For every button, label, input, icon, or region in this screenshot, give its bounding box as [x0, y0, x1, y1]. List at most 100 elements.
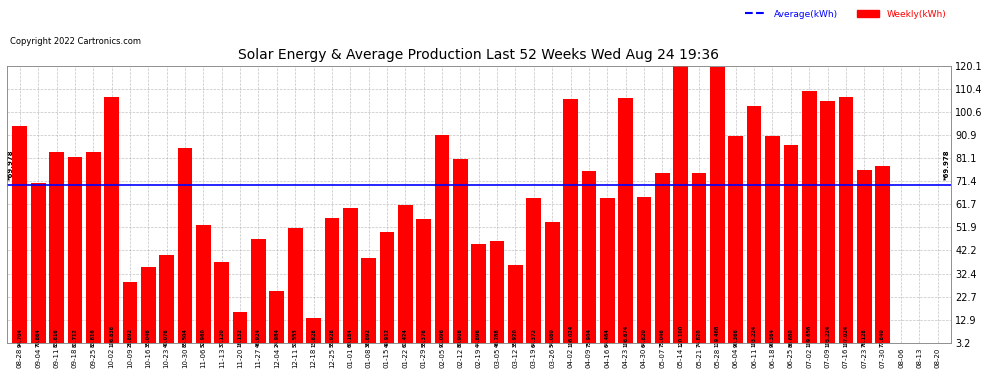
Bar: [490, 241, 505, 350]
Text: 106.836: 106.836: [109, 325, 114, 347]
Text: 85.504: 85.504: [182, 328, 187, 347]
Bar: [343, 208, 357, 350]
Text: 120.100: 120.100: [678, 325, 683, 347]
Text: 103.224: 103.224: [751, 325, 756, 347]
Text: 90.364: 90.364: [770, 328, 775, 347]
Text: 107.024: 107.024: [843, 325, 848, 347]
Text: 38.892: 38.892: [366, 328, 371, 347]
Text: 51.553: 51.553: [293, 328, 298, 347]
Text: *69.978: *69.978: [943, 149, 949, 180]
Bar: [123, 282, 138, 350]
Text: 106.674: 106.674: [623, 325, 628, 347]
Bar: [581, 171, 596, 350]
Text: 35.920: 35.920: [513, 328, 518, 347]
Bar: [655, 172, 669, 350]
Bar: [50, 152, 64, 350]
Text: 16.132: 16.132: [238, 328, 243, 347]
Bar: [251, 239, 265, 350]
Title: Solar Energy & Average Production Last 52 Weeks Wed Aug 24 19:36: Solar Energy & Average Production Last 5…: [239, 48, 720, 62]
Bar: [435, 135, 449, 350]
Text: 24.984: 24.984: [274, 328, 279, 347]
Legend: Average(kWh), Weekly(kWh): Average(kWh), Weekly(kWh): [744, 10, 946, 19]
Bar: [692, 173, 707, 350]
Text: 49.912: 49.912: [384, 328, 389, 347]
Bar: [141, 267, 155, 350]
Bar: [196, 225, 211, 350]
Bar: [875, 166, 890, 350]
Text: 64.372: 64.372: [532, 328, 537, 347]
Text: 60.184: 60.184: [347, 328, 352, 347]
Text: 81.712: 81.712: [72, 328, 77, 347]
Bar: [177, 148, 192, 350]
Text: 55.928: 55.928: [330, 328, 335, 347]
Bar: [13, 126, 27, 350]
Bar: [215, 262, 229, 350]
Bar: [159, 255, 174, 350]
Bar: [233, 312, 248, 350]
Text: 40.076: 40.076: [164, 328, 169, 347]
Bar: [857, 170, 871, 350]
Text: 28.892: 28.892: [128, 328, 133, 347]
Bar: [783, 145, 798, 350]
Text: 109.656: 109.656: [807, 324, 812, 347]
Text: 105.224: 105.224: [825, 325, 830, 347]
Bar: [67, 157, 82, 350]
Bar: [637, 197, 651, 350]
Bar: [544, 222, 559, 350]
Bar: [821, 101, 835, 350]
Bar: [471, 244, 486, 350]
Text: 64.820: 64.820: [642, 328, 646, 347]
Text: 13.828: 13.828: [311, 328, 316, 347]
Bar: [417, 219, 431, 350]
Text: *69.978: *69.978: [8, 149, 14, 180]
Text: 64.464: 64.464: [605, 328, 610, 347]
Bar: [379, 232, 394, 350]
Bar: [104, 98, 119, 350]
Text: 44.896: 44.896: [476, 328, 481, 347]
Text: 77.840: 77.840: [880, 328, 885, 347]
Bar: [31, 183, 46, 350]
Text: 46.924: 46.924: [256, 328, 261, 347]
Text: 119.468: 119.468: [715, 324, 720, 347]
Bar: [361, 258, 376, 350]
Text: 76.128: 76.128: [861, 328, 867, 347]
Bar: [398, 205, 413, 350]
Bar: [325, 218, 340, 350]
Bar: [600, 198, 615, 350]
Bar: [619, 98, 633, 350]
Text: 106.024: 106.024: [568, 325, 573, 347]
Text: 52.960: 52.960: [201, 328, 206, 347]
Bar: [673, 66, 688, 350]
Text: 46.288: 46.288: [495, 328, 500, 347]
Text: 91.096: 91.096: [440, 328, 445, 347]
Bar: [746, 106, 761, 350]
Bar: [802, 91, 817, 350]
Bar: [288, 228, 303, 350]
Text: 83.816: 83.816: [91, 328, 96, 347]
Text: 55.376: 55.376: [421, 328, 426, 347]
Bar: [729, 136, 743, 350]
Text: 75.904: 75.904: [586, 328, 591, 347]
Text: 86.680: 86.680: [788, 328, 793, 347]
Bar: [86, 152, 101, 350]
Bar: [453, 159, 467, 350]
Bar: [839, 97, 853, 350]
Text: 37.120: 37.120: [219, 328, 225, 347]
Text: 94.704: 94.704: [17, 328, 23, 347]
Bar: [508, 265, 523, 350]
Text: 74.820: 74.820: [697, 328, 702, 347]
Text: 70.864: 70.864: [36, 328, 41, 347]
Text: 54.080: 54.080: [549, 328, 554, 347]
Bar: [710, 68, 725, 350]
Bar: [306, 318, 321, 350]
Bar: [527, 198, 542, 350]
Bar: [269, 291, 284, 350]
Text: Copyright 2022 Cartronics.com: Copyright 2022 Cartronics.com: [10, 38, 141, 46]
Bar: [563, 99, 578, 350]
Text: 83.816: 83.816: [54, 328, 59, 347]
Bar: [765, 136, 780, 350]
Text: 75.046: 75.046: [660, 328, 665, 347]
Text: 80.906: 80.906: [458, 328, 463, 347]
Text: 35.046: 35.046: [146, 328, 150, 347]
Text: 90.366: 90.366: [734, 328, 739, 347]
